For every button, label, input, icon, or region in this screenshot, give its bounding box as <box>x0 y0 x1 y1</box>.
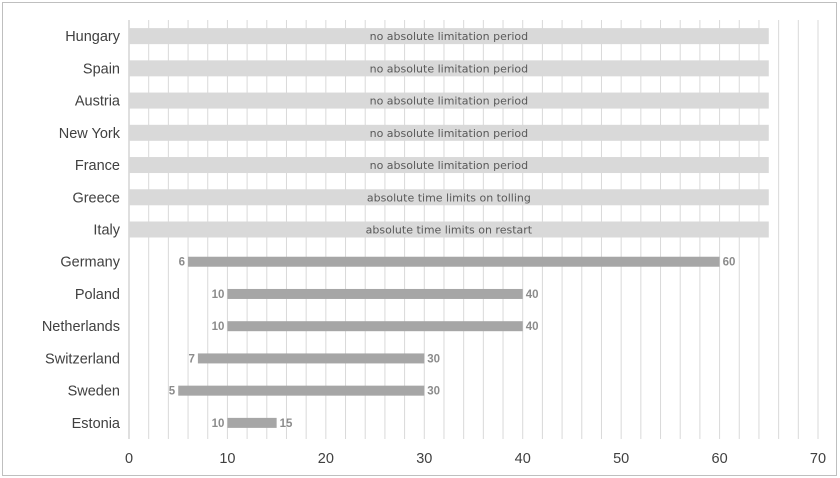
category-label: Italy <box>93 223 120 239</box>
band-label: absolute time limits on tolling <box>367 191 531 204</box>
end-value-label: 60 <box>723 257 736 269</box>
x-tick-label: 30 <box>416 451 432 467</box>
x-tick-label: 0 <box>125 451 133 467</box>
category-label: France <box>75 158 120 174</box>
x-tick-label: 60 <box>712 451 728 467</box>
range-bar <box>188 256 720 267</box>
category-label: Poland <box>75 287 120 303</box>
end-value-label: 15 <box>280 418 293 430</box>
range-bar <box>227 417 277 428</box>
band-bar <box>129 189 769 206</box>
x-tick-label: 50 <box>613 451 629 467</box>
start-value-label: 5 <box>169 386 176 398</box>
end-value-label: 40 <box>526 321 539 333</box>
x-tick-label: 20 <box>318 451 334 467</box>
category-label: Austria <box>75 94 121 110</box>
range-bar <box>227 288 523 299</box>
band-bar <box>129 60 769 77</box>
start-value-label: 7 <box>188 353 194 365</box>
category-label: Switzerland <box>45 351 120 367</box>
range-bar <box>227 321 523 332</box>
range-bar <box>197 353 425 364</box>
band-label: no absolute limitation period <box>370 30 529 43</box>
end-value-label: 40 <box>526 289 539 301</box>
start-value-label: 10 <box>212 321 225 333</box>
category-label: Germany <box>60 255 120 271</box>
band-label: no absolute limitation period <box>370 62 529 75</box>
category-label: Hungary <box>65 29 121 45</box>
band-label: absolute time limits on restart <box>366 224 533 237</box>
band-bar <box>129 124 769 141</box>
range-bar <box>178 385 425 396</box>
category-label: Estonia <box>72 416 121 432</box>
category-label: Sweden <box>68 384 120 400</box>
category-label: Greece <box>72 190 120 206</box>
category-label: Spain <box>83 61 120 77</box>
start-value-label: 6 <box>179 257 185 269</box>
band-bar <box>129 221 769 238</box>
start-value-label: 10 <box>212 289 225 301</box>
band-label: no absolute limitation period <box>370 95 529 108</box>
band-bar <box>129 157 769 174</box>
x-tick-label: 10 <box>219 451 235 467</box>
band-bar <box>129 28 769 45</box>
category-label: New York <box>59 126 121 142</box>
start-value-label: 10 <box>212 418 225 430</box>
band-label: no absolute limitation period <box>370 127 529 140</box>
category-label: Netherlands <box>42 319 120 335</box>
band-label: no absolute limitation period <box>370 159 529 172</box>
x-tick-label: 40 <box>515 451 531 467</box>
end-value-label: 30 <box>427 386 440 398</box>
x-tick-label: 70 <box>810 451 826 467</box>
end-value-label: 30 <box>427 353 440 365</box>
band-bar <box>129 92 769 109</box>
